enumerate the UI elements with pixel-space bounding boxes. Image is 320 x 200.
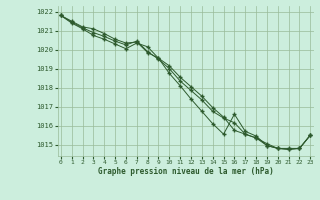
X-axis label: Graphe pression niveau de la mer (hPa): Graphe pression niveau de la mer (hPa) [98, 167, 274, 176]
